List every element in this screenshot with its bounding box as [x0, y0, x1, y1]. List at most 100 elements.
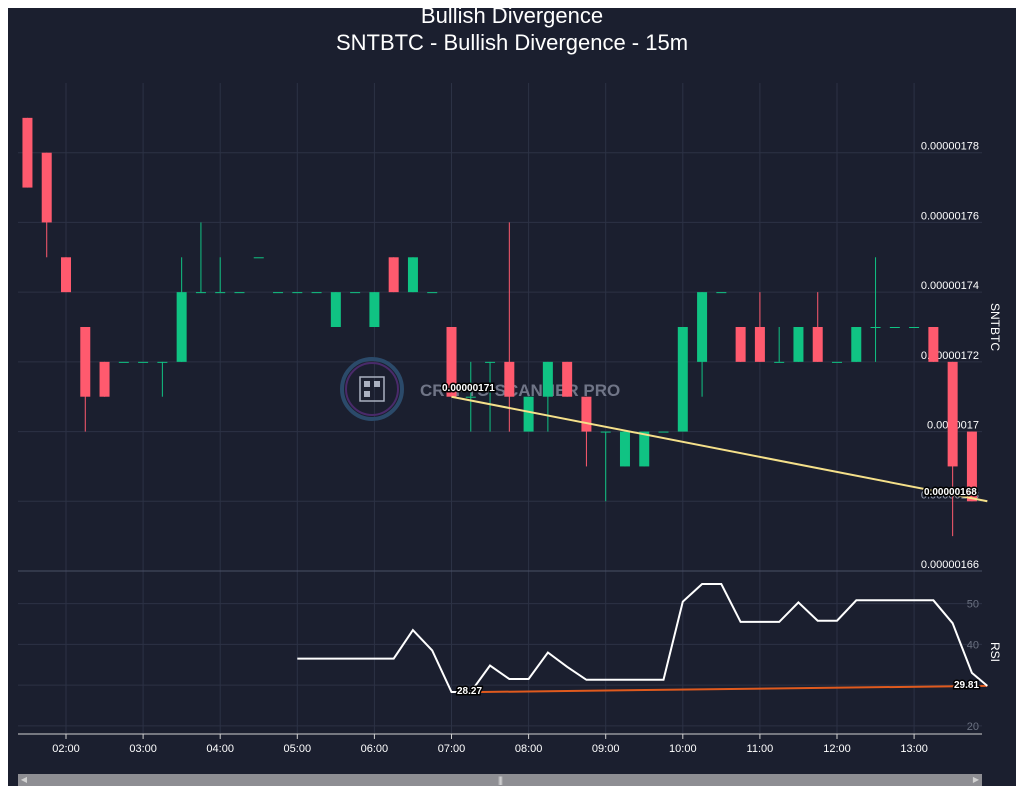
qr-code-block — [364, 381, 370, 387]
watermark-logo-inner-ring — [345, 362, 399, 416]
divergence-label-shadow: 0.00000171 — [442, 383, 495, 394]
chart-title: Bullish Divergence — [420, 3, 604, 28]
candle-body — [966, 431, 977, 502]
candle-body — [273, 292, 284, 294]
candle-body — [889, 327, 900, 328]
divergence-label-shadow: 29.81 — [954, 680, 979, 691]
candle-body — [22, 117, 33, 188]
time-axis: 02:00 03:00 04:00 05:00 06:00 07:00 08:00 09:00… — [52, 734, 928, 755]
candle-body — [369, 292, 380, 327]
scroll-left-arrow-icon[interactable]: ◀ — [20, 775, 28, 784]
rsi-tick-label: 50 — [967, 599, 979, 611]
candle-body — [619, 431, 630, 467]
scroll-right-arrow-icon[interactable]: ▶ — [972, 775, 980, 784]
price-tick-label: 0.00000166 — [921, 559, 979, 571]
x-tick-label: 10:00 — [669, 743, 697, 755]
divergence-labels: 0.000001710.000001710.000001680.00000168… — [441, 382, 981, 699]
candle-body — [581, 396, 592, 432]
price-tick-label: 0.00000178 — [921, 141, 979, 153]
candle-body — [600, 431, 611, 433]
x-tick-label: 03:00 — [129, 743, 157, 755]
candle-body — [870, 327, 881, 328]
grid-lines — [18, 83, 982, 735]
chart-panel — [8, 8, 1016, 786]
rsi-series — [297, 583, 988, 693]
candles — [22, 117, 977, 537]
candle-body — [697, 292, 708, 362]
divergence-label: 29.81 — [954, 680, 979, 691]
candle-body — [832, 361, 842, 363]
candle-body — [80, 327, 91, 397]
qr-code-block — [364, 391, 370, 397]
x-tick-label: 08:00 — [515, 743, 543, 755]
candle-body — [909, 327, 920, 328]
candle-body — [330, 292, 341, 327]
divergence-label: 0.00000168 — [924, 487, 977, 498]
candle-body — [99, 361, 110, 397]
divergence-label-shadow: 0.00000168 — [924, 487, 977, 498]
rsi-line — [297, 583, 988, 693]
candle-body — [41, 152, 52, 223]
x-tick-label: 05:00 — [284, 743, 312, 755]
candle-body — [658, 431, 669, 433]
candle-body — [215, 292, 226, 294]
candle-body — [639, 431, 650, 467]
candle-body — [311, 292, 322, 294]
rsi-divergence-line — [470, 684, 988, 694]
scroll-grip-icon[interactable]: ||| — [497, 775, 503, 785]
candle-body — [253, 257, 264, 259]
candle-body — [677, 327, 688, 432]
x-tick-label: 12:00 — [823, 743, 851, 755]
candle-body — [350, 292, 361, 294]
candle-body — [774, 361, 785, 363]
candle-body — [928, 327, 939, 362]
divergence-label: 0.00000171 — [442, 383, 495, 394]
x-tick-label: 11:00 — [747, 743, 774, 755]
rsi-tick-label: 40 — [967, 639, 979, 651]
candle-body — [542, 361, 553, 397]
x-tick-label: 04:00 — [206, 743, 234, 755]
candle-body — [735, 327, 746, 362]
horizontal-scrollbar[interactable]: ◀ ||| ▶ — [18, 774, 982, 786]
candle-body — [485, 361, 496, 363]
chart-title-block: Bullish Divergence SNTBTC - Bullish Dive… — [0, 2, 1024, 56]
candle-body — [523, 396, 534, 432]
x-tick-label: 09:00 — [592, 743, 620, 755]
candle-body — [118, 361, 129, 363]
divergence-lines — [451, 395, 988, 694]
candle-body — [407, 257, 418, 293]
candle-body — [446, 327, 457, 397]
rsi-tick-label: 20 — [967, 721, 979, 733]
candle-body — [812, 327, 823, 362]
candle-body — [427, 292, 438, 294]
x-tick-label: 06:00 — [361, 743, 389, 755]
candle-body — [195, 292, 206, 294]
x-tick-label: 13:00 — [900, 743, 928, 755]
price-tick-label: 0.00000168 — [921, 489, 979, 501]
candle-body — [754, 327, 765, 362]
candle-body — [61, 257, 71, 293]
rsi-axis-title: RSI — [988, 642, 1002, 662]
price-divergence-line — [451, 395, 988, 503]
rsi-axis: 50 40 20 — [967, 599, 979, 733]
candle-body — [562, 361, 573, 397]
candle-body — [947, 361, 958, 467]
candle-body — [716, 292, 727, 294]
price-axis-title: SNTBTC — [988, 303, 1002, 351]
x-tick-label: 02:00 — [52, 743, 80, 755]
candle-body — [157, 361, 168, 363]
candle-body — [793, 327, 804, 362]
candle-body — [388, 257, 399, 293]
watermark-logo-ring — [340, 357, 404, 421]
price-tick-label: 0.00000174 — [921, 280, 979, 292]
candle-body — [465, 396, 476, 398]
candle-body — [138, 361, 149, 363]
candle-body — [292, 292, 303, 294]
divergence-label: 28.27 — [457, 686, 482, 697]
qr-code-block — [374, 381, 380, 387]
x-tick-label: 07:00 — [438, 743, 466, 755]
candle-body — [504, 361, 515, 397]
qr-code-icon — [359, 376, 385, 402]
candle-body — [234, 292, 245, 294]
